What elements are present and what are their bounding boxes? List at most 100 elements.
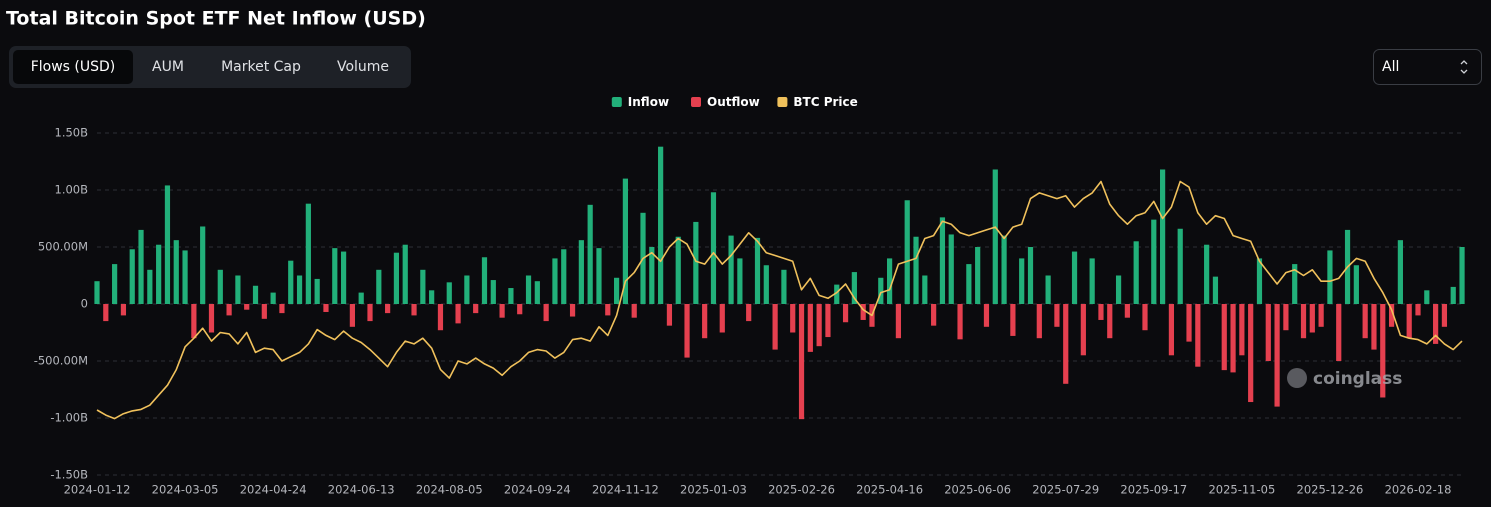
bar (340, 251, 347, 304)
bar (296, 275, 303, 304)
x-tick-label: 2024-09-24 (504, 483, 571, 497)
bar (226, 304, 232, 316)
bar (455, 304, 461, 324)
bar (499, 304, 505, 318)
bar (719, 304, 725, 333)
price-line (96, 180, 1463, 420)
range-select-value: All (1382, 59, 1399, 75)
x-tick-label: 2024-03-05 (152, 483, 219, 497)
watermark-text: coinglass (1313, 369, 1402, 389)
bar (1107, 304, 1113, 339)
bar (1362, 304, 1368, 339)
bar (992, 169, 998, 304)
bar (1151, 219, 1157, 304)
bar (948, 234, 954, 304)
bar (913, 236, 919, 304)
bar (385, 304, 391, 314)
bar (772, 304, 778, 350)
x-tick-label: 2025-01-03 (680, 483, 747, 497)
x-tick-label: 2026-02-18 (1385, 483, 1452, 497)
bar (1292, 264, 1298, 304)
bar (622, 178, 628, 304)
bar (878, 277, 884, 304)
bar (1054, 304, 1060, 327)
y-tick-label: -500.00M (34, 354, 88, 368)
bar (851, 272, 857, 304)
bar (904, 200, 910, 304)
bar (288, 260, 294, 304)
x-tick-label: 2025-11-05 (1208, 483, 1275, 497)
bar (120, 304, 127, 316)
bar (473, 304, 479, 314)
bar (895, 304, 902, 339)
x-tick-label: 2025-06-06 (944, 483, 1011, 497)
bar (1019, 258, 1025, 304)
bar (1248, 304, 1254, 403)
y-tick-label: 1.00B (55, 183, 89, 197)
bar (129, 249, 135, 304)
tab[interactable]: Market Cap (221, 59, 301, 75)
bar (420, 269, 426, 304)
bar (746, 304, 752, 322)
bar (543, 304, 549, 322)
bar (578, 240, 584, 304)
bar (1098, 304, 1104, 320)
bar (666, 304, 673, 326)
bar (931, 304, 937, 326)
bar (481, 257, 488, 304)
bar (1388, 304, 1395, 327)
bar (147, 269, 153, 304)
bar (649, 247, 655, 304)
range-select[interactable] (1373, 49, 1482, 85)
bar (429, 290, 435, 304)
bar (508, 288, 514, 304)
bar (798, 304, 805, 420)
bar (842, 304, 849, 323)
bar (605, 304, 611, 316)
bar (464, 275, 470, 304)
bar (596, 248, 602, 304)
bar (1045, 275, 1051, 304)
bar (1221, 304, 1227, 371)
bar (737, 258, 743, 304)
bar (1300, 304, 1307, 339)
bar (332, 248, 338, 304)
bar (860, 304, 866, 320)
bar (164, 185, 171, 304)
bar (1380, 304, 1386, 398)
bar (1450, 286, 1456, 304)
y-tick-label: -1.50B (50, 468, 88, 482)
bar (446, 282, 452, 304)
bar (1406, 304, 1412, 339)
bar (437, 304, 444, 331)
x-tick-label: 2025-09-17 (1120, 483, 1187, 497)
select-arrows (1460, 60, 1468, 74)
bar (411, 304, 417, 316)
bar (1336, 304, 1342, 361)
bar (94, 281, 100, 304)
bar (684, 304, 690, 358)
bar (1274, 304, 1280, 407)
bar (367, 304, 373, 322)
x-tick-label: 2025-02-26 (768, 483, 835, 497)
tab[interactable]: AUM (152, 59, 184, 75)
bar (763, 265, 769, 304)
bar (261, 304, 267, 319)
bar (569, 304, 576, 317)
bar (1186, 304, 1192, 342)
x-tick-label: 2024-04-24 (240, 483, 307, 497)
bar (1318, 304, 1324, 327)
bar (349, 304, 355, 327)
bar (252, 285, 259, 304)
bar (957, 304, 963, 340)
bar (200, 226, 206, 304)
bar (191, 304, 197, 339)
bar (402, 244, 408, 304)
tab[interactable]: Flows (USD) (31, 59, 116, 75)
tab[interactable]: Volume (337, 59, 389, 75)
bar (587, 204, 593, 304)
legend-swatch (777, 97, 788, 107)
bar (1168, 304, 1175, 356)
bar (217, 269, 223, 304)
